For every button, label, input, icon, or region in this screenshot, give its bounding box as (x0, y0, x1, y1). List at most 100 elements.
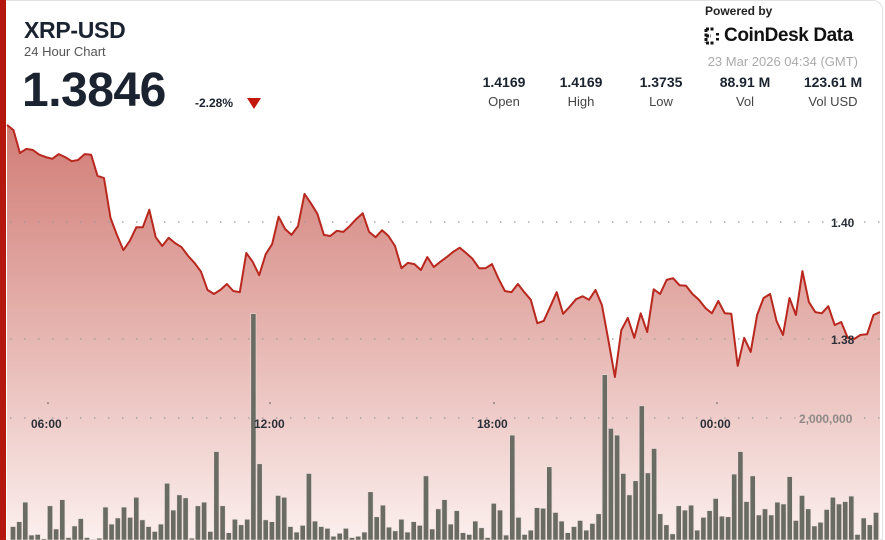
volume-bar (848, 495, 855, 540)
volume-bar (392, 530, 399, 540)
volume-bar (632, 480, 639, 540)
volume-bar (466, 534, 473, 540)
volume-bar (404, 531, 411, 540)
volume-bar (71, 525, 78, 540)
volume-bar (410, 521, 417, 540)
volume-bar (509, 434, 516, 540)
volume-bar (330, 535, 337, 540)
volume-bar (651, 448, 657, 540)
x-tick-label: 00:00 (700, 417, 731, 431)
stat-label: Vol USD (808, 94, 858, 109)
volume-bar (786, 476, 793, 540)
stat-open: 1.4169 Open (464, 74, 544, 109)
volume-bar (792, 520, 799, 540)
volume-bar (225, 532, 232, 540)
volume-bar (16, 521, 23, 540)
volume-bar (47, 505, 53, 540)
volume-bar (829, 496, 836, 540)
volume-bar (423, 475, 429, 540)
coindesk-data-logo[interactable]: CoinDesk Data (704, 25, 853, 47)
price-tick-label: 1.38 (831, 333, 855, 347)
powered-by-label: Powered by (705, 4, 773, 18)
volume-bar (681, 509, 688, 540)
price-line (6, 124, 881, 378)
volume-bar (453, 510, 460, 540)
volume-bar (805, 508, 812, 540)
chart-subtitle: 24 Hour Chart (24, 44, 106, 59)
volume-bar (657, 513, 664, 540)
stat-label: Vol (735, 94, 755, 109)
stat-label: High (567, 94, 595, 109)
volume-bar (842, 501, 849, 540)
x-tick-mark (269, 402, 271, 404)
stat-vol: 88.91 M Vol (705, 74, 785, 109)
volume-bar (626, 494, 633, 540)
volume-bar (188, 537, 195, 540)
volume-bar (145, 526, 152, 540)
volume-bar (268, 521, 275, 540)
volume-bars (10, 313, 879, 540)
volume-bar (151, 531, 158, 540)
volume-bar (256, 463, 263, 540)
volume-bar (774, 501, 781, 540)
stat-value: 88.91 M (719, 74, 771, 90)
x-tick-mark (716, 402, 718, 404)
volume-bar (164, 482, 170, 540)
volume-bar (583, 529, 590, 540)
volume-bar (811, 525, 818, 540)
x-tick-label: 06:00 (31, 417, 62, 431)
volume-bar (601, 374, 608, 540)
volume-bar (386, 526, 392, 540)
volume-bar (706, 510, 713, 540)
volume-bar (367, 491, 374, 540)
volume-bar (589, 523, 596, 540)
volume-bar (669, 533, 676, 540)
volume-bar (77, 518, 84, 540)
grid-lines (10, 221, 885, 419)
current-price: 1.3846 (22, 64, 166, 117)
price-area-fill (7, 124, 880, 540)
volume-bar (201, 501, 207, 540)
volume-bar (398, 518, 405, 540)
stat-value: 1.3735 (639, 74, 683, 90)
down-triangle-icon (247, 98, 261, 109)
volume-bar (675, 505, 682, 540)
volume-bar (644, 472, 651, 540)
volume-bar (472, 520, 479, 540)
volume-bar (170, 509, 177, 540)
volume-bar (546, 466, 553, 540)
volume-bar (762, 508, 768, 540)
volume-bar (182, 497, 189, 540)
volume-bar (114, 517, 121, 540)
volume-bar (287, 526, 294, 540)
volume-bar (564, 532, 571, 540)
volume-bar (823, 509, 830, 540)
volume-bar (355, 535, 362, 540)
volume-bar (743, 501, 750, 540)
volume-bar (176, 494, 183, 540)
volume-bar (373, 516, 380, 540)
logo-text: CoinDesk Data (724, 25, 853, 46)
volume-bar (53, 528, 59, 540)
volume-bar (718, 515, 725, 540)
coindesk-logo-icon (704, 27, 720, 45)
volume-bar (336, 532, 343, 540)
volume-bar (503, 534, 509, 540)
volume-bar (22, 501, 29, 540)
volume-bar (540, 507, 546, 540)
volume-bar (133, 496, 140, 540)
volume-bar (780, 503, 787, 540)
volume-bar (755, 514, 762, 540)
volume-bar (607, 428, 614, 540)
timestamp: 23 Mar 2026 04:34 (GMT) (707, 54, 858, 69)
volume-bar (712, 498, 719, 540)
volume-bar (34, 534, 41, 540)
stat-high: 1.4169 High (541, 74, 621, 109)
volume-bar (102, 506, 109, 540)
stat-value: 1.4169 (559, 74, 603, 90)
volume-bar (725, 516, 731, 540)
volume-bar (873, 512, 879, 540)
volume-bar (836, 503, 842, 540)
symbol-title: XRP-USD (24, 17, 126, 43)
